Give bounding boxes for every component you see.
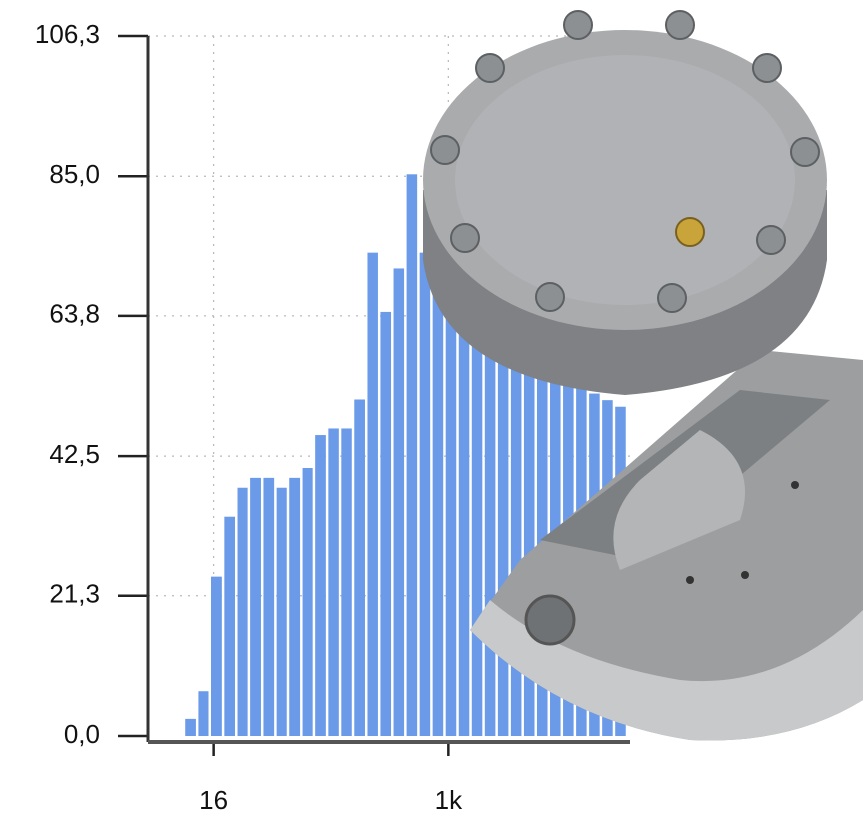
lid-valve — [676, 218, 704, 246]
bar — [238, 488, 248, 736]
y-tick-label: 106,3 — [35, 19, 100, 49]
bar — [185, 719, 196, 736]
bar — [407, 174, 418, 736]
y-tick-label: 63,8 — [49, 299, 100, 329]
bar — [224, 517, 235, 736]
bar — [328, 428, 338, 736]
bar — [341, 428, 351, 736]
y-tick-label: 42,5 — [49, 439, 100, 469]
bar — [263, 478, 274, 736]
y-tick-label: 21,3 — [49, 579, 100, 609]
part-hole — [741, 571, 749, 579]
page: {"chart_data": {"type": "histogram", "bi… — [0, 0, 863, 818]
bar — [211, 577, 222, 736]
bar — [472, 288, 483, 736]
lid-photo — [423, 11, 827, 395]
bar — [420, 253, 431, 736]
lid-sheen — [455, 55, 795, 305]
bar — [511, 315, 522, 736]
bar — [250, 478, 261, 736]
bar — [354, 399, 365, 736]
bar — [485, 295, 496, 736]
bar — [446, 275, 457, 736]
x-tick-label: 1k — [435, 785, 463, 815]
bar — [380, 312, 391, 736]
x-tick-label: 16 — [199, 785, 228, 815]
bar — [394, 268, 405, 736]
chart: 0,0 21,3 42,5 63,8 85,0 106,3 16 1k — [0, 0, 863, 818]
bar — [198, 691, 208, 736]
y-tick-label: 0,0 — [64, 719, 100, 749]
y-tick-label: 85,0 — [49, 159, 100, 189]
bar — [277, 488, 287, 736]
part-hole — [791, 481, 799, 489]
part-hole — [686, 576, 694, 584]
bar — [289, 478, 300, 736]
part-thread — [526, 596, 574, 644]
bar — [315, 435, 326, 736]
bar — [459, 282, 470, 736]
bar — [303, 468, 313, 736]
bar — [433, 266, 444, 736]
bar — [367, 253, 377, 736]
